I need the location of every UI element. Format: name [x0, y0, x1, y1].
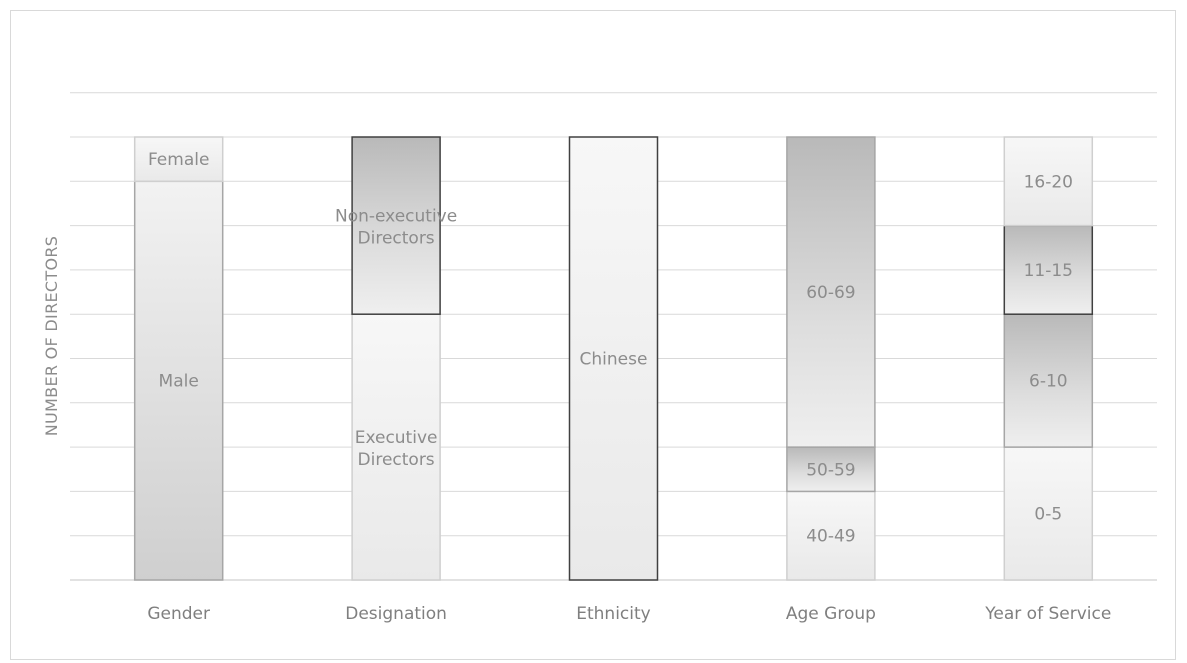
segment-label-year-of-service-16-20: 16-20 [1024, 172, 1073, 192]
segment-label-year-of-service-11-15: 11-15 [1024, 261, 1073, 281]
segment-label-year-of-service-6-10: 6-10 [1029, 372, 1068, 392]
segment-label-gender-female: Female [148, 150, 209, 170]
segment-label-year-of-service-0-5: 0-5 [1034, 505, 1062, 525]
x-tick-label-age-group: Age Group [786, 604, 876, 624]
x-tick-label-designation: Designation [345, 604, 447, 624]
segment-label-gender-male: Male [159, 372, 199, 392]
x-tick-label-gender: Gender [147, 604, 210, 624]
segment-label-ethnicity-chinese: Chinese [580, 350, 648, 370]
x-tick-label-year-of-service: Year of Service [984, 604, 1111, 624]
segment-label-age-group-40-49: 40-49 [806, 527, 855, 547]
segment-label-age-group-50-59: 50-59 [806, 460, 855, 480]
segment-label-age-group-60-69: 60-69 [806, 283, 855, 303]
category-axis: Gender Designation Ethnicity Age Group Year … [147, 604, 1111, 624]
x-tick-label-ethnicity: Ethnicity [576, 604, 650, 624]
y-axis-title: NUMBER OF DIRECTORS [42, 236, 61, 436]
